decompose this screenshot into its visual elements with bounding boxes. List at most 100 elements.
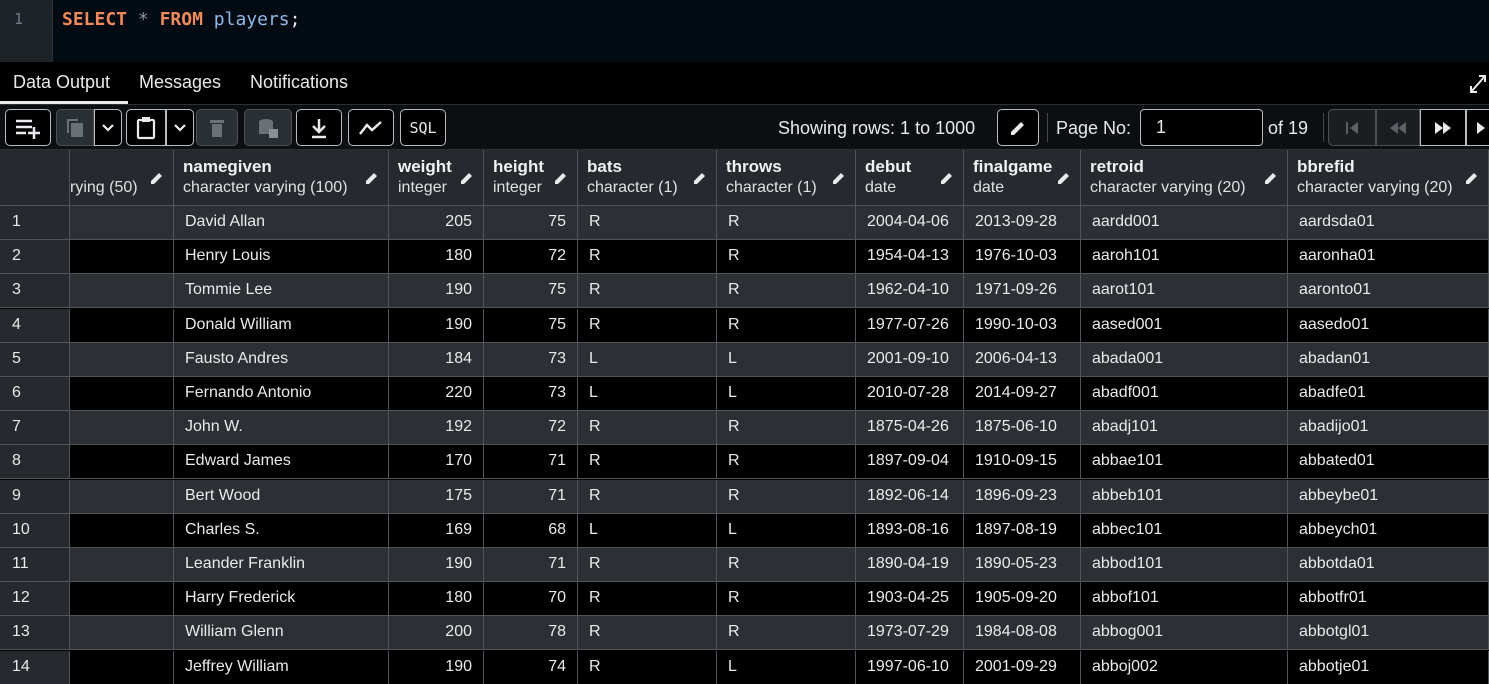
cell-namegiven[interactable]: Fausto Andres <box>174 342 389 377</box>
edit-column-icon[interactable] <box>1056 170 1072 191</box>
cell-finalgame[interactable]: 1976-10-03 <box>964 240 1081 275</box>
cell-throws[interactable]: L <box>717 377 856 411</box>
edit-column-icon[interactable] <box>149 170 165 191</box>
previous-page-button[interactable] <box>1376 109 1420 146</box>
cell-truncated[interactable] <box>70 582 174 617</box>
cell-bats[interactable]: R <box>578 445 717 480</box>
cell-weight[interactable]: 169 <box>389 513 484 548</box>
tab-notifications[interactable]: Notifications <box>250 72 349 92</box>
cell-height[interactable]: 78 <box>484 616 578 651</box>
row-number[interactable]: 8 <box>0 445 70 480</box>
cell-namegiven[interactable]: Harry Frederick <box>174 582 389 617</box>
row-number[interactable]: 14 <box>0 650 70 684</box>
table-row[interactable]: 14 Jeffrey William 190 74 R L 1997-06-10 2001-0… <box>0 650 1489 684</box>
edit-row-limit-button[interactable] <box>997 109 1039 146</box>
cell-height[interactable]: 71 <box>484 548 578 582</box>
cell-debut[interactable]: 1997-06-10 <box>856 650 964 684</box>
page-number-input[interactable] <box>1140 109 1263 146</box>
delete-button[interactable] <box>196 109 238 146</box>
cell-bbrefid[interactable]: aasedo01 <box>1288 308 1489 343</box>
cell-retroid[interactable]: abboj002 <box>1081 650 1288 684</box>
cell-namegiven[interactable]: Henry Louis <box>174 240 389 275</box>
cell-namegiven[interactable]: John W. <box>174 411 389 446</box>
cell-throws[interactable]: R <box>717 411 856 446</box>
cell-finalgame[interactable]: 1896-09-23 <box>964 479 1081 514</box>
cell-truncated[interactable] <box>70 342 174 377</box>
cell-debut[interactable]: 1892-06-14 <box>856 479 964 514</box>
cell-bats[interactable]: R <box>578 650 717 684</box>
cell-debut[interactable]: 1962-04-10 <box>856 274 964 309</box>
cell-throws[interactable]: L <box>717 342 856 377</box>
tab-messages[interactable]: Messages <box>139 72 222 92</box>
row-number[interactable]: 10 <box>0 513 70 548</box>
table-row[interactable]: 3 Tommie Lee 190 75 R R 1962-04-10 1971-09-26 aa… <box>0 274 1489 309</box>
cell-bbrefid[interactable]: abbotje01 <box>1288 650 1489 684</box>
cell-weight[interactable]: 190 <box>389 548 484 582</box>
cell-namegiven[interactable]: Donald William <box>174 308 389 343</box>
table-row[interactable]: 7 John W. 192 72 R R 1875-04-26 1875-06-10 abadj… <box>0 411 1489 446</box>
row-number[interactable]: 7 <box>0 411 70 446</box>
cell-weight[interactable]: 220 <box>389 377 484 411</box>
cell-truncated[interactable] <box>70 206 174 240</box>
row-number[interactable]: 5 <box>0 342 70 377</box>
cell-finalgame[interactable]: 2001-09-29 <box>964 650 1081 684</box>
table-row[interactable]: 4 Donald William 190 75 R R 1977-07-26 1990-10-… <box>0 308 1489 343</box>
copy-button[interactable] <box>56 109 94 146</box>
edit-column-icon[interactable] <box>1263 170 1279 191</box>
cell-finalgame[interactable]: 2006-04-13 <box>964 342 1081 377</box>
cell-namegiven[interactable]: William Glenn <box>174 616 389 651</box>
cell-bats[interactable]: L <box>578 342 717 377</box>
table-row[interactable]: 13 William Glenn 200 78 R R 1973-07-29 1984-08-… <box>0 616 1489 651</box>
edit-column-icon[interactable] <box>831 170 847 191</box>
row-number[interactable]: 1 <box>0 206 70 240</box>
paste-options-button[interactable] <box>166 109 194 146</box>
paste-button[interactable] <box>126 109 166 146</box>
cell-finalgame[interactable]: 1890-05-23 <box>964 548 1081 582</box>
table-row[interactable]: 9 Bert Wood 175 71 R R 1892-06-14 1896-09-23 abb… <box>0 479 1489 514</box>
cell-debut[interactable]: 1890-04-19 <box>856 548 964 582</box>
cell-bats[interactable]: L <box>578 513 717 548</box>
cell-truncated[interactable] <box>70 274 174 309</box>
cell-bats[interactable]: R <box>578 616 717 651</box>
cell-debut[interactable]: 1875-04-26 <box>856 411 964 446</box>
column-header-debut[interactable]: debut date <box>856 150 964 206</box>
cell-height[interactable]: 68 <box>484 513 578 548</box>
cell-height[interactable]: 72 <box>484 411 578 446</box>
cell-finalgame[interactable]: 2013-09-28 <box>964 206 1081 240</box>
cell-height[interactable]: 75 <box>484 274 578 309</box>
column-header-retroid[interactable]: retroid character varying (20) <box>1081 150 1288 206</box>
row-number[interactable]: 6 <box>0 377 70 411</box>
tab-data-output[interactable]: Data Output <box>0 62 128 104</box>
cell-finalgame[interactable]: 1990-10-03 <box>964 308 1081 343</box>
row-number[interactable]: 13 <box>0 616 70 651</box>
cell-weight[interactable]: 184 <box>389 342 484 377</box>
row-number[interactable]: 3 <box>0 274 70 309</box>
cell-truncated[interactable] <box>70 308 174 343</box>
cell-truncated[interactable] <box>70 411 174 446</box>
cell-debut[interactable]: 2010-07-28 <box>856 377 964 411</box>
cell-throws[interactable]: R <box>717 548 856 582</box>
sql-button[interactable]: SQL <box>400 109 446 146</box>
cell-retroid[interactable]: abbof101 <box>1081 582 1288 617</box>
cell-weight[interactable]: 200 <box>389 616 484 651</box>
cell-truncated[interactable] <box>70 240 174 275</box>
cell-bats[interactable]: R <box>578 308 717 343</box>
cell-finalgame[interactable]: 1984-08-08 <box>964 616 1081 651</box>
cell-throws[interactable]: L <box>717 650 856 684</box>
cell-debut[interactable]: 1893-08-16 <box>856 513 964 548</box>
expand-icon[interactable] <box>1469 72 1487 94</box>
table-row[interactable]: 2 Henry Louis 180 72 R R 1954-04-13 1976-10-03 a… <box>0 240 1489 275</box>
edit-column-icon[interactable] <box>939 170 955 191</box>
cell-namegiven[interactable]: Edward James <box>174 445 389 480</box>
cell-bbrefid[interactable]: aaronha01 <box>1288 240 1489 275</box>
column-header-height[interactable]: height integer <box>484 150 578 206</box>
cell-finalgame[interactable]: 1905-09-20 <box>964 582 1081 617</box>
cell-retroid[interactable]: abbeb101 <box>1081 479 1288 514</box>
row-number[interactable]: 11 <box>0 548 70 582</box>
cell-bbrefid[interactable]: abbotgl01 <box>1288 616 1489 651</box>
cell-retroid[interactable]: abadf001 <box>1081 377 1288 411</box>
cell-height[interactable]: 73 <box>484 342 578 377</box>
cell-throws[interactable]: R <box>717 616 856 651</box>
row-number[interactable]: 12 <box>0 582 70 617</box>
table-row[interactable]: 8 Edward James 170 71 R R 1897-09-04 1910-09-15… <box>0 445 1489 480</box>
